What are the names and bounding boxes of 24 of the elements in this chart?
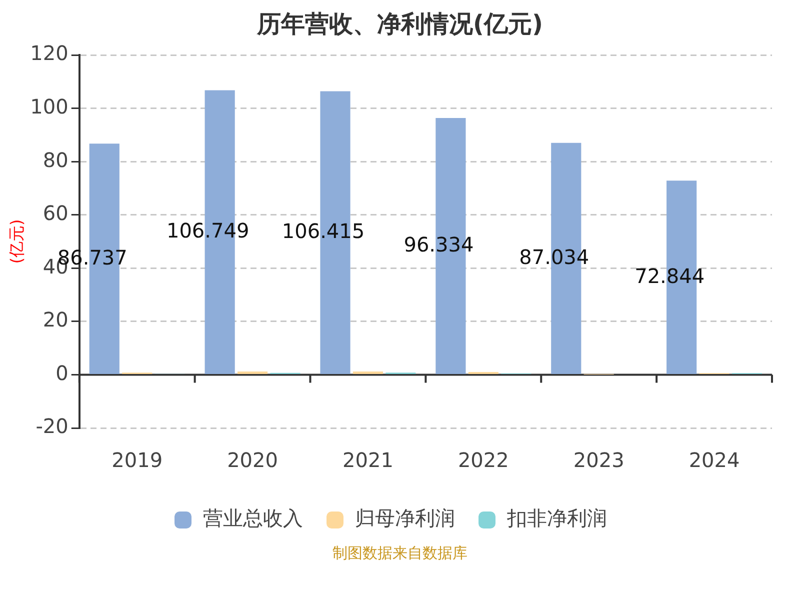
y-axis-title: (亿元) [6,219,26,264]
x-tick-label: 2019 [112,448,163,472]
legend-label: 扣非净利润 [506,506,607,530]
legend-label: 营业总收入 [203,506,303,530]
y-tick-label: 80 [42,148,68,172]
y-tick-label: -20 [36,414,68,438]
legend-label: 归母净利润 [355,506,455,530]
data-label: 106.415 [282,219,365,244]
data-label: 72.844 [634,264,705,288]
x-tick-label: 2023 [573,448,624,472]
data-label: 106.749 [166,218,250,243]
x-tick-label: 2022 [458,448,509,472]
y-tick-label: 100 [30,94,68,118]
chart-title: 历年营收、净利情况(亿元) [256,9,544,40]
y-tick-label: 20 [42,308,68,332]
data-label: 87.034 [519,244,590,269]
text: 制图数据来自数据库 [332,544,468,563]
y-tick-label: 120 [30,41,68,66]
x-tick-label: 2024 [688,448,740,472]
x-tick-label: 2021 [342,448,394,472]
data-label: 96.334 [404,232,474,257]
y-tick-label: 0 [56,360,68,385]
x-tick-label: 2020 [227,448,278,472]
y-tick-label: 60 [42,201,68,226]
